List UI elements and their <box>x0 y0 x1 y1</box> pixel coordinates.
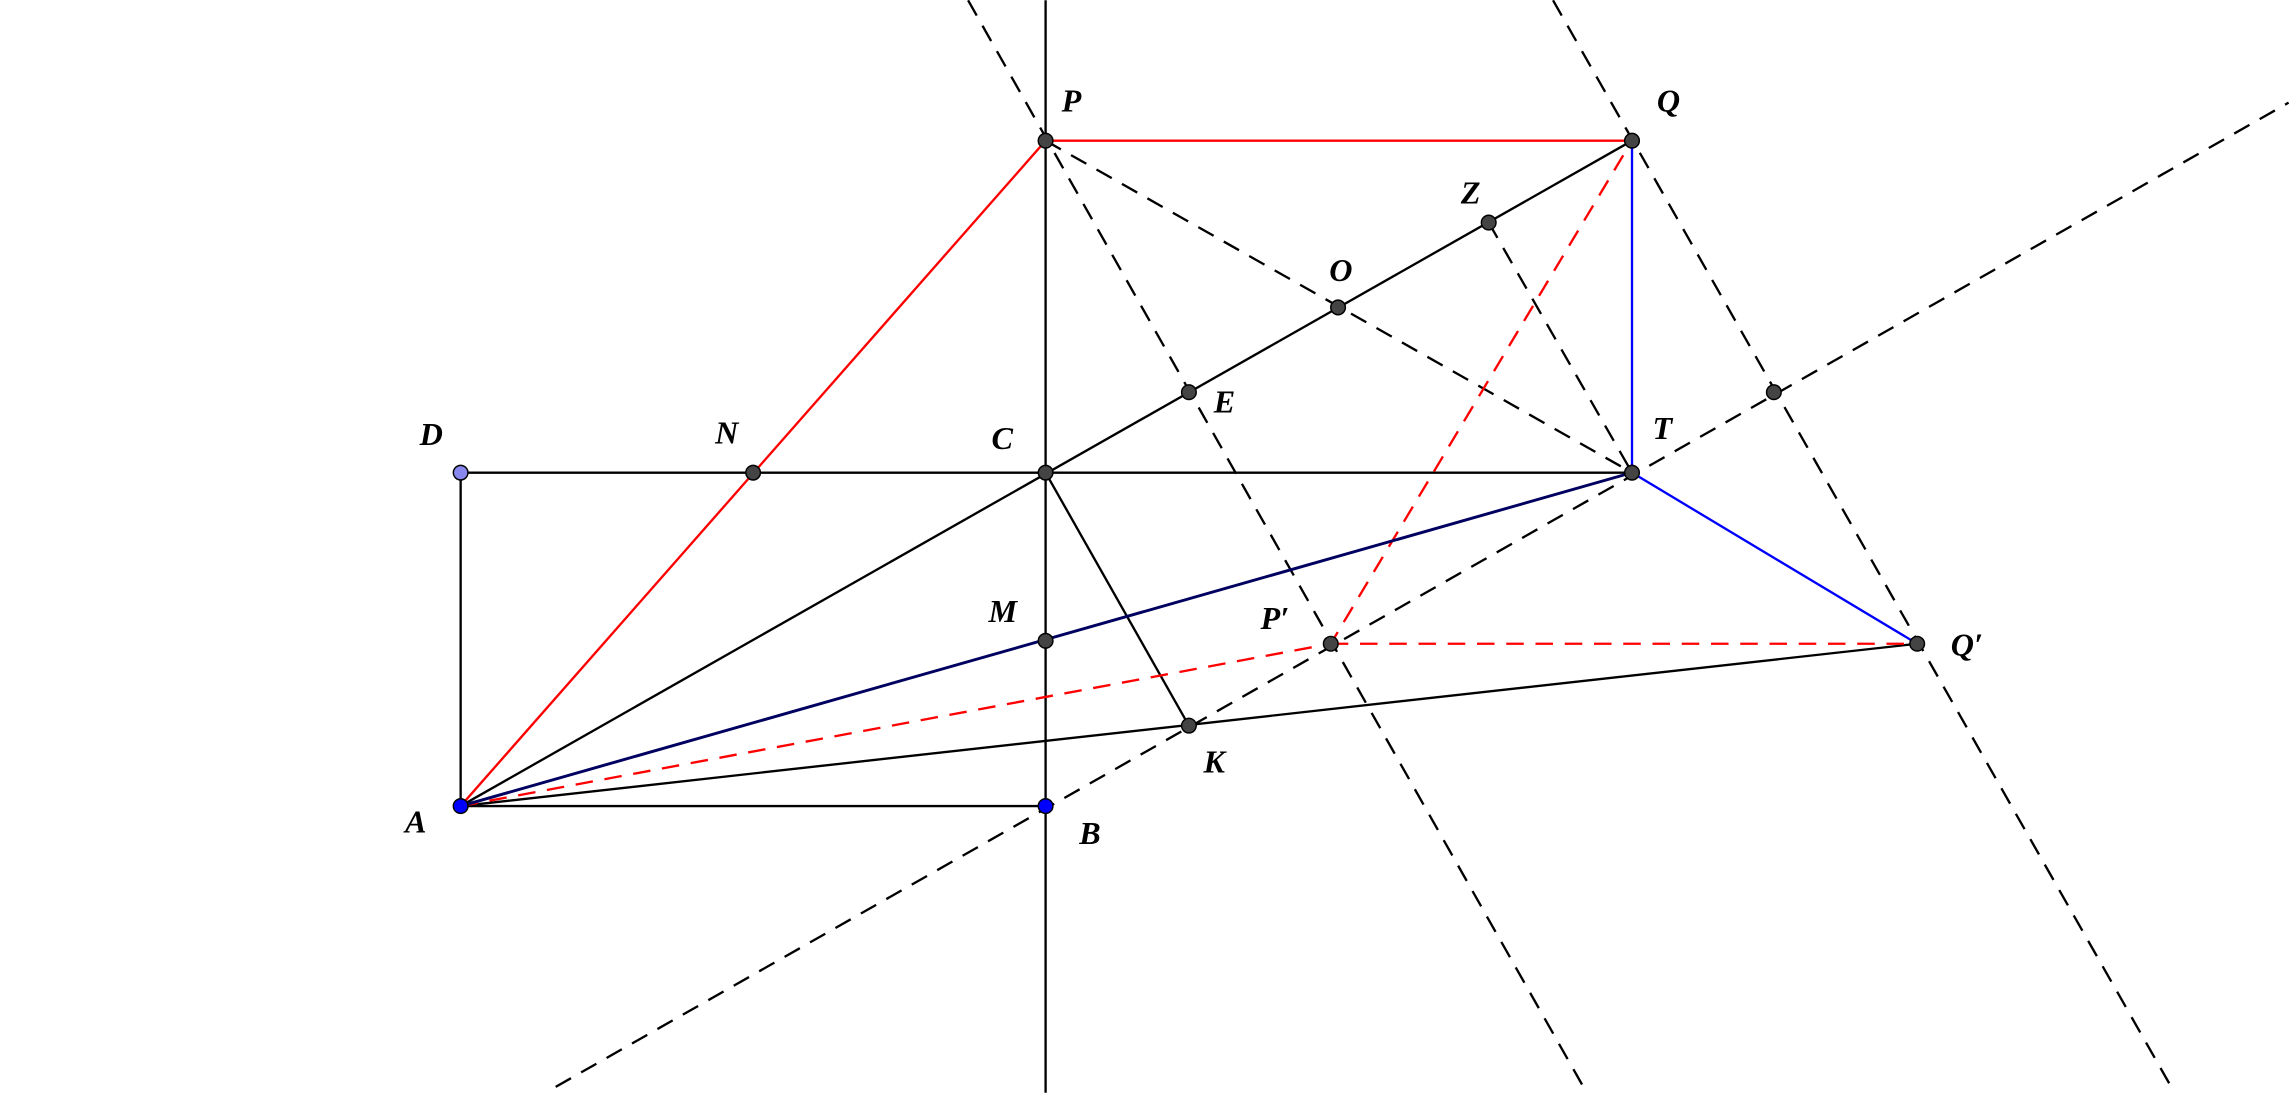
point <box>452 798 469 815</box>
dashed-lines <box>555 0 2290 1093</box>
dashed-line <box>555 101 2290 1088</box>
segment-TQ-prime <box>1631 471 1918 645</box>
point <box>1322 635 1339 652</box>
point <box>1765 384 1782 401</box>
point <box>1180 717 1197 734</box>
point <box>1623 464 1641 481</box>
red-dashed-lines <box>460 154 1918 808</box>
point-label: Q <box>1657 82 1680 118</box>
point-label: A <box>403 803 426 839</box>
point <box>1909 635 1926 652</box>
dashed-line <box>967 0 1588 1093</box>
labels: P Q Z O E C D N T M P′ Q′ K A B <box>403 82 1983 851</box>
point-label: Q′ <box>1951 626 1983 662</box>
solid-lines <box>459 0 1918 1093</box>
dashed-line <box>1552 0 2176 1093</box>
point-label: O <box>1329 252 1352 288</box>
point-label: K <box>1203 743 1228 779</box>
lines <box>459 0 2290 1093</box>
point-label: B <box>1078 815 1100 851</box>
point <box>1037 132 1054 149</box>
point-label: C <box>991 420 1013 456</box>
point <box>452 464 469 481</box>
segment-CK <box>1044 472 1190 727</box>
point <box>1330 299 1347 316</box>
point <box>1623 132 1641 149</box>
point-label: N <box>714 414 740 450</box>
segment-AP-prime <box>460 642 1331 808</box>
points <box>452 132 1926 815</box>
point-label: D <box>419 416 443 452</box>
point <box>1037 632 1054 649</box>
point-label: E <box>1213 384 1235 420</box>
point <box>1037 798 1054 815</box>
point-label: M <box>988 593 1019 629</box>
segment-QP-prime <box>1329 154 1625 645</box>
point <box>1037 464 1054 481</box>
dashed-line <box>1487 222 1634 474</box>
point-label: P <box>1061 82 1082 118</box>
point-label: Z <box>1460 175 1481 211</box>
point-label: T <box>1652 410 1673 446</box>
point-label: P′ <box>1260 600 1290 636</box>
point <box>1180 384 1197 401</box>
point <box>745 464 762 481</box>
point <box>1480 214 1497 231</box>
